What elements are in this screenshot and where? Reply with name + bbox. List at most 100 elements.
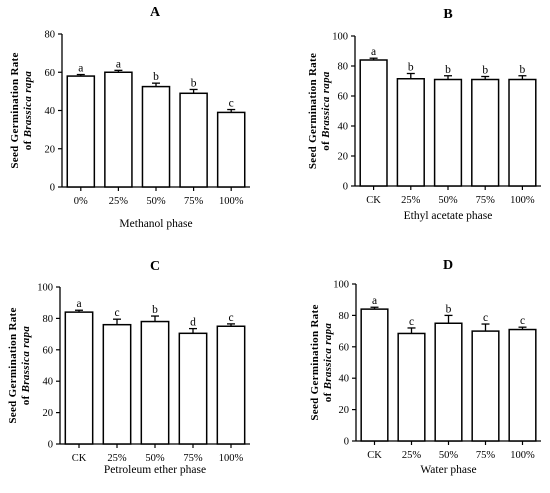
significance-label: d — [190, 317, 196, 329]
x-axis-title: Ethyl acetate phase — [404, 210, 493, 222]
y-axis-title-line2: of Brassica rapa — [20, 326, 32, 406]
x-tick-label: 50% — [439, 450, 459, 461]
y-axis-title-line2: of Brassica rapa — [22, 71, 34, 151]
y-axis-title: Seed Germination Rateof Brassica rapa — [7, 307, 32, 423]
y-tick-label: 0 — [343, 182, 348, 193]
significance-label: c — [520, 315, 525, 327]
bar — [179, 92, 208, 188]
x-tick-label: 75% — [183, 453, 203, 464]
y-axis-title-line2: of Brassica rapa — [322, 323, 334, 403]
bar — [508, 328, 537, 442]
y-tick-label: 60 — [43, 345, 54, 356]
y-tick-label: 40 — [338, 122, 349, 133]
bar — [141, 85, 171, 188]
significance-label: b — [520, 64, 526, 76]
y-tick-label: 40 — [43, 377, 54, 388]
y-axis-title-species: Brassica rapa — [320, 71, 332, 139]
bar — [140, 320, 170, 445]
panel-letter: B — [443, 7, 452, 22]
y-tick-label: 60 — [45, 68, 56, 79]
y-tick-label: 80 — [339, 311, 350, 322]
x-tick-label: 100% — [219, 453, 244, 464]
x-tick-label: 50% — [145, 453, 165, 464]
bar — [359, 59, 388, 187]
y-axis-title-prefix: of — [22, 137, 34, 150]
significance-label: c — [229, 98, 234, 110]
y-tick-label: 40 — [339, 374, 350, 385]
bar — [102, 323, 132, 445]
y-axis-title-species: Brassica rapa — [22, 71, 34, 139]
significance-label: a — [78, 63, 83, 75]
x-tick-label: 25% — [401, 195, 421, 206]
y-axis-title-prefix: of — [320, 138, 332, 151]
y-tick-label: 40 — [45, 106, 56, 117]
x-tick-label: 100% — [510, 450, 535, 461]
significance-label: a — [116, 58, 121, 70]
panel-letter: C — [150, 259, 160, 274]
y-tick-label: 100 — [333, 280, 349, 291]
x-tick-label: 50% — [146, 196, 166, 207]
significance-label: c — [228, 312, 233, 324]
y-axis-title-line1: Seed Germination Rate — [309, 304, 321, 420]
bar — [434, 322, 463, 442]
bar — [178, 332, 208, 445]
y-axis-title-species: Brassica rapa — [322, 323, 334, 391]
significance-label: b — [482, 65, 488, 77]
bar — [471, 78, 500, 187]
significance-label: c — [483, 312, 488, 324]
bar — [216, 111, 246, 188]
chart-panel-c: C 0 20 40 60 80 100 a CK c 25% b 50% d 75% c 100% Petrole… — [7, 259, 250, 476]
y-tick-label: 20 — [45, 144, 56, 155]
x-axis-title: Methanol phase — [119, 218, 192, 230]
y-tick-label: 0 — [344, 437, 349, 448]
y-tick-label: 0 — [50, 183, 55, 194]
x-tick-label: CK — [72, 453, 87, 464]
bar — [104, 71, 133, 188]
x-tick-label: CK — [366, 195, 381, 206]
bar — [397, 332, 426, 442]
y-tick-label: 60 — [339, 342, 350, 353]
y-axis-title: Seed Germination Rateof Brassica rapa — [309, 304, 334, 420]
x-tick-label: CK — [367, 450, 382, 461]
panel-letter: D — [443, 258, 453, 273]
y-tick-label: 80 — [43, 314, 54, 325]
x-tick-label: 25% — [109, 196, 129, 207]
y-axis-title: Seed Germination Rateof Brassica rapa — [307, 53, 332, 169]
bar — [396, 78, 425, 187]
y-tick-label: 80 — [45, 30, 56, 41]
y-tick-label: 0 — [48, 440, 53, 451]
x-tick-label: 75% — [476, 450, 496, 461]
y-tick-label: 60 — [338, 92, 349, 103]
y-tick-label: 80 — [338, 62, 349, 73]
y-tick-label: 100 — [37, 283, 53, 294]
x-tick-label: 25% — [107, 453, 127, 464]
bar — [433, 78, 463, 187]
x-tick-label: 100% — [219, 196, 244, 207]
significance-label: b — [191, 77, 197, 89]
y-axis-title-line1: Seed Germination Rate — [9, 52, 21, 168]
x-tick-label: 50% — [438, 195, 458, 206]
significance-label: a — [372, 295, 377, 307]
bar — [64, 311, 94, 445]
y-axis-title-line1: Seed Germination Rate — [307, 53, 319, 169]
x-tick-label: 75% — [184, 196, 204, 207]
x-tick-label: 0% — [74, 196, 88, 207]
x-tick-label: 25% — [402, 450, 422, 461]
bar — [471, 330, 500, 442]
y-axis-title-species: Brassica rapa — [20, 326, 32, 394]
y-axis-title-prefix: of — [20, 392, 32, 405]
y-axis-title: Seed Germination Rateof Brassica rapa — [9, 52, 34, 168]
bar — [66, 75, 96, 188]
significance-label: c — [114, 307, 119, 319]
y-axis-title-prefix: of — [322, 389, 334, 402]
y-tick-label: 100 — [332, 32, 348, 43]
significance-label: b — [153, 71, 159, 83]
chart-panel-d: D 0 20 40 60 80 100 a CK c 25% b 50% c 75% c 100% Water p… — [309, 258, 541, 476]
y-tick-label: 20 — [43, 408, 54, 419]
y-axis-title-line2: of Brassica rapa — [320, 71, 332, 151]
chart-panel-b: B 0 20 40 60 80 100 a CK b 25% b 50% b 75% b 100% Ethyl a… — [307, 7, 541, 222]
panel-letter: A — [150, 5, 161, 20]
bar — [216, 325, 246, 445]
